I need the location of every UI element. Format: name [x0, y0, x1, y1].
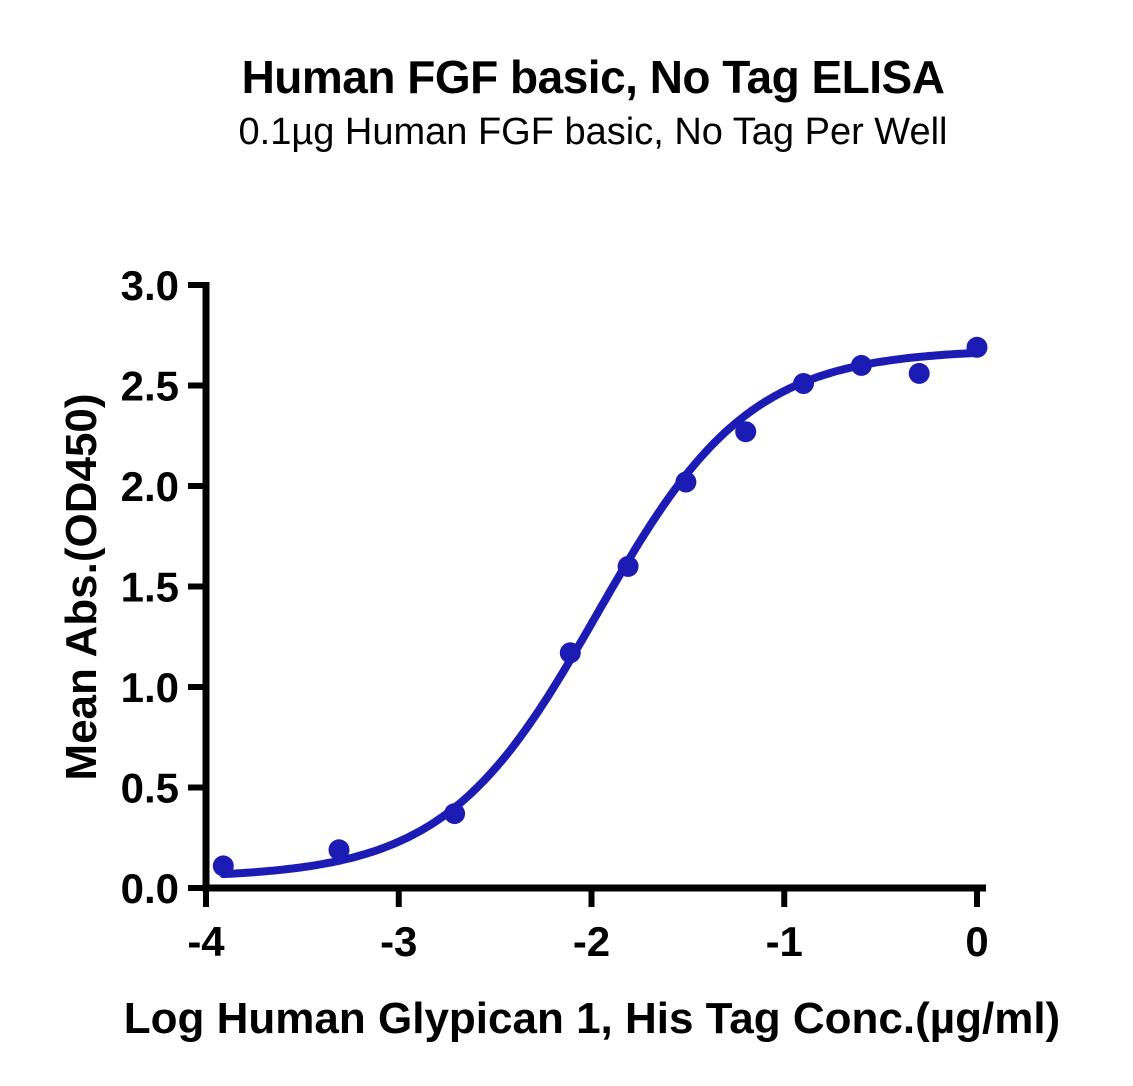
x-axis-label: Log Human Glypican 1, His Tag Conc.(µg/m… [123, 994, 1061, 1043]
y-tick-label: 2.0 [121, 463, 179, 510]
y-tick-label: 1.5 [121, 564, 179, 611]
fit-curve [219, 349, 980, 879]
x-tick-label: -2 [573, 918, 610, 965]
data-point [793, 373, 814, 394]
y-tick-label: 2.5 [121, 363, 179, 410]
data-point [966, 336, 988, 358]
data-point [328, 839, 350, 861]
x-tick-label: -3 [380, 918, 417, 965]
data-point [908, 362, 930, 384]
y-tick-label: 0.5 [121, 765, 179, 812]
data-point [444, 803, 466, 825]
data-point [559, 642, 581, 664]
data-point [850, 354, 872, 376]
data-point [675, 471, 697, 493]
y-tick-label: 3.0 [121, 262, 179, 309]
chart-title: Human FGF basic, No Tag ELISA [241, 51, 945, 103]
x-tick-label: -1 [766, 918, 803, 965]
data-point [617, 555, 639, 577]
data-point [212, 855, 234, 877]
x-tick-label: 0 [965, 918, 988, 965]
y-tick-label: 0.0 [121, 865, 179, 912]
data-point [735, 421, 757, 443]
x-tick-label: -4 [187, 918, 225, 965]
chart-subtitle: 0.1µg Human FGF basic, No Tag Per Well [238, 111, 948, 153]
y-tick-label: 1.0 [121, 664, 179, 711]
y-axis-label: Mean Abs.(OD450) [57, 393, 106, 781]
